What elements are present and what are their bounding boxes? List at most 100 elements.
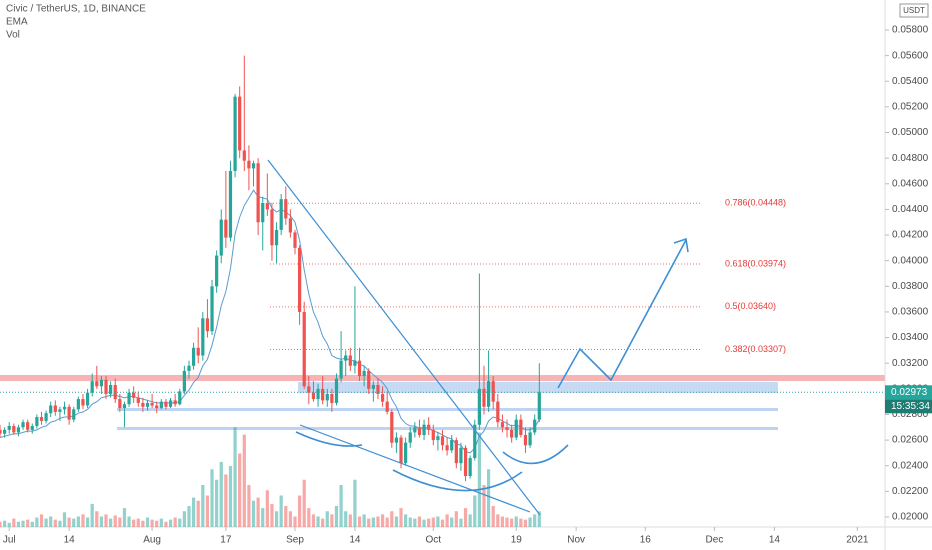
candle-body [334, 378, 339, 403]
candle-body [311, 392, 316, 400]
candle-body [321, 388, 325, 401]
volume-bar [233, 427, 237, 527]
volume-bar [537, 511, 541, 527]
volume-bar [482, 485, 486, 527]
candle-body [362, 370, 366, 377]
y-tick-label: 0.04000 [892, 255, 929, 266]
volume-bar [265, 490, 269, 527]
candle-body [261, 203, 265, 223]
volume-bar [440, 519, 445, 527]
candle-body [215, 255, 219, 287]
volume-bar [353, 479, 357, 527]
candle-body [473, 424, 477, 459]
candle-body [44, 413, 48, 421]
y-tick-label: 0.05400 [892, 76, 929, 87]
volume-bar [215, 479, 219, 527]
candle-body [325, 393, 329, 401]
candle-body [49, 405, 53, 414]
x-tick-label: Sep [286, 535, 304, 546]
volume-bar [155, 520, 159, 527]
candle-body [0, 429, 2, 434]
y-tick-label: 0.02600 [892, 435, 929, 446]
candle-body [339, 360, 343, 379]
candle-body [274, 229, 279, 246]
candle-body [486, 381, 491, 407]
candle-body [109, 384, 113, 394]
y-tick-label: 0.03400 [892, 332, 929, 343]
volume-bar [16, 521, 21, 527]
volume-bar [228, 466, 233, 527]
candle-body [182, 370, 186, 392]
last-price-badge [885, 385, 932, 400]
candle-body [477, 388, 481, 425]
zone [298, 382, 778, 393]
candle-body [233, 96, 237, 171]
drawings [267, 159, 689, 516]
ema-line [0, 189, 540, 454]
candle-body [90, 381, 94, 393]
volume-bar [12, 518, 16, 527]
volume-bar [427, 518, 431, 527]
fib-label: 0.786(0.04448) [725, 198, 786, 208]
volume-bar [293, 516, 297, 527]
candle-body [445, 445, 449, 451]
candle-body [35, 417, 39, 427]
x-tick-label: 2021 [846, 535, 869, 546]
volume-bar [205, 495, 210, 527]
volume-bar [477, 432, 481, 527]
arc [502, 444, 569, 465]
currency-box[interactable] [899, 3, 929, 18]
candle-body [53, 405, 57, 412]
candle-body [30, 426, 34, 430]
volume-bar [463, 508, 468, 527]
candle-body [265, 203, 269, 210]
candle-body [482, 388, 486, 407]
volume-bar [519, 518, 523, 527]
y-tick-label: 0.02400 [892, 460, 929, 471]
candle-body [104, 379, 108, 394]
volume-bar [136, 518, 140, 527]
volume-bar [127, 516, 131, 527]
candle-body [371, 384, 375, 389]
candle-body [413, 427, 417, 433]
y-tick-label: 0.05600 [892, 50, 929, 61]
projection-arrow [557, 237, 689, 389]
volume-bar [81, 514, 85, 527]
volume-bar [76, 516, 80, 527]
candle-body [178, 391, 182, 405]
volume-bar [431, 517, 435, 527]
x-tick-label: 14 [769, 535, 781, 546]
candle-body [463, 447, 468, 476]
volume-bar [362, 514, 366, 527]
candle-body [514, 419, 518, 438]
volume-bar [510, 518, 514, 527]
candle-body [307, 386, 311, 393]
volume-bar [113, 515, 117, 527]
candle-body [380, 393, 385, 402]
volume-bar [224, 474, 228, 527]
candle-body [242, 150, 246, 161]
volume-bar [132, 519, 136, 527]
candle-body [302, 311, 306, 387]
chart-title: Civic / TetherUS, 1D, BINANCE [6, 4, 146, 15]
volume-bar [274, 511, 279, 527]
fib-label: 0.382(0.03307) [725, 344, 786, 354]
candle-body [450, 440, 454, 451]
volume-bar [279, 495, 283, 527]
candle-body [145, 402, 150, 407]
support-line [117, 427, 778, 430]
volume-bar [95, 511, 99, 527]
candle-body [21, 422, 25, 428]
volume-bar [99, 516, 104, 527]
y-tick-label: 0.02000 [892, 512, 929, 523]
candle-body [81, 399, 85, 406]
candle-body [533, 419, 537, 433]
volume-bar [90, 503, 94, 527]
y-tick-label: 0.05200 [892, 102, 929, 113]
candle-body [39, 417, 44, 421]
candle-body [440, 436, 445, 446]
volume-bar [26, 519, 30, 527]
volume-bar [159, 518, 163, 527]
volume-bar [284, 506, 288, 527]
